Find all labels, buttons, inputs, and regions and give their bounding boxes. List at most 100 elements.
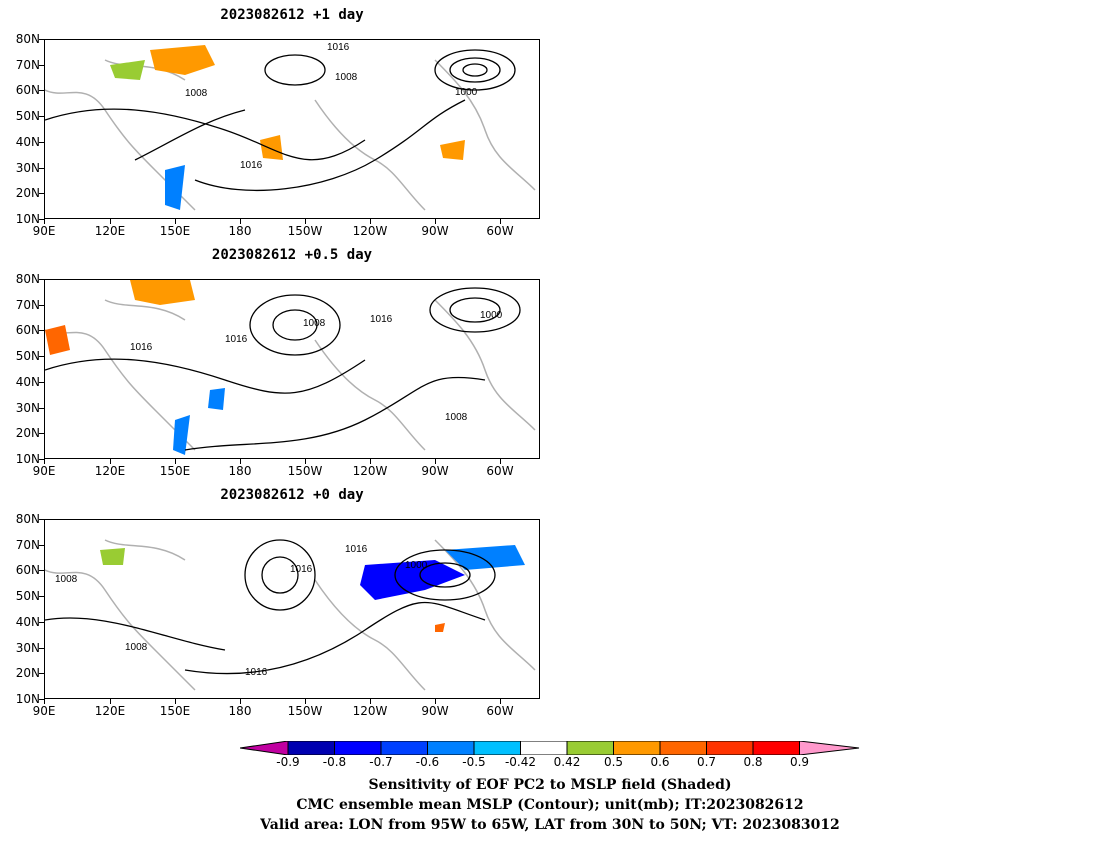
lat-tick — [39, 544, 44, 546]
lat-label: 60N — [15, 563, 40, 578]
shaded-sensitivity — [100, 545, 525, 632]
lon-tick — [110, 219, 111, 224]
lon-label: 60W — [486, 464, 514, 478]
lat-tick — [39, 90, 44, 92]
colorbar-label: 0.9 — [789, 755, 810, 769]
lat-label: 80N — [15, 512, 40, 526]
lon-label: 90W — [421, 464, 449, 478]
lon-tick — [500, 219, 501, 224]
lon-tick — [44, 219, 45, 224]
contour-label: 1016 — [130, 342, 153, 353]
lon-tick — [435, 219, 436, 224]
lon-tick — [435, 699, 436, 704]
lon-label: 150E — [159, 464, 191, 478]
caption-line-1: Sensitivity of EOF PC2 to MSLP field (Sh… — [368, 777, 732, 793]
lat-tick — [39, 596, 44, 598]
lon-tick — [370, 459, 371, 464]
colorbar-label: 0.7 — [696, 755, 717, 769]
lat-tick — [39, 64, 44, 66]
contour-label: 1000 — [455, 87, 478, 98]
lat-tick — [39, 519, 44, 520]
lat-label: 30N — [15, 400, 40, 415]
panel-2-title: 2023082612 +0.5 day — [211, 247, 373, 263]
colorbar-label: -0.7 — [369, 755, 393, 769]
lat-tick — [39, 699, 44, 700]
contour-labels: 1016 1016 1000 1008 1008 1016 — [55, 544, 428, 678]
contour-label: 1016 — [370, 314, 393, 325]
shaded-sensitivity — [45, 280, 225, 455]
lat-tick — [39, 304, 44, 306]
lat-tick — [39, 116, 44, 118]
lon-label: 120W — [352, 224, 388, 238]
contour-label: 1008 — [185, 88, 208, 99]
lat-label: 20N — [15, 666, 40, 681]
colorbar-cell — [473, 741, 521, 755]
lon-label: 120W — [352, 704, 388, 718]
colorbar-cell — [240, 741, 289, 755]
colorbar-label: 0.42 — [553, 755, 581, 769]
colorbar-cell — [427, 741, 475, 755]
lon-label: 120E — [94, 704, 126, 718]
lon-tick — [240, 459, 241, 464]
lat-label: 50N — [15, 349, 40, 364]
lon-label: 60W — [486, 704, 514, 718]
contour-label: 1016 — [327, 42, 350, 53]
lat-label: 10N — [15, 452, 40, 466]
colorbar-label: -0.42 — [504, 755, 537, 769]
lon-label: 150W — [287, 704, 323, 718]
mslp-contours — [45, 49, 516, 192]
lat-label: 30N — [15, 640, 40, 655]
lon-tick — [175, 219, 176, 224]
lat-label: 50N — [15, 109, 40, 124]
lat-label: 50N — [15, 589, 40, 604]
lat-tick — [39, 279, 44, 280]
contour-labels: 1008 1016 1000 1016 1016 1008 — [130, 310, 503, 423]
lat-label: 10N — [15, 692, 40, 706]
colorbar-label: -0.9 — [276, 755, 300, 769]
contour-label: 1016 — [240, 160, 263, 171]
contour-label: 1008 — [445, 412, 468, 423]
colorbar-cell — [799, 741, 860, 755]
colorbar-cell — [613, 741, 661, 755]
panel-2-map-svg: 1008 1016 1000 1016 1016 1008 — [45, 280, 536, 455]
panel-2-map: 1008 1016 1000 1016 1016 1008 — [44, 279, 540, 459]
lon-label: 120W — [352, 464, 388, 478]
lon-tick — [305, 459, 306, 464]
lat-label: 30N — [15, 160, 40, 175]
lon-label: 180 — [228, 464, 252, 478]
lon-tick — [435, 459, 436, 464]
contour-label: 1016 — [225, 334, 248, 345]
lon-label: 150W — [287, 224, 323, 238]
lon-label: 150W — [287, 464, 323, 478]
lat-label: 60N — [15, 323, 40, 338]
lon-tick — [500, 699, 501, 704]
lon-label: 150E — [159, 224, 191, 238]
panel-3-title: 2023082612 +0 day — [220, 487, 364, 503]
lat-tick — [39, 459, 44, 460]
panel-1-map: 1016 1008 1008 1000 1016 — [44, 39, 540, 219]
colorbar-label: 0.5 — [603, 755, 624, 769]
lat-label: 20N — [15, 426, 40, 441]
panel-3-map-svg: 1016 1016 1000 1008 1008 1016 — [45, 539, 536, 691]
mslp-contours — [45, 539, 496, 675]
lon-label: 90E — [32, 224, 56, 238]
coastline — [45, 299, 536, 451]
lon-tick — [370, 219, 371, 224]
lat-tick — [39, 167, 44, 169]
caption-line-3: Valid area: LON from 95W to 65W, LAT fro… — [260, 817, 840, 833]
lon-tick — [370, 699, 371, 704]
colorbar-label: -0.8 — [322, 755, 347, 769]
panel-1-map-svg: 1016 1008 1008 1000 1016 — [45, 42, 536, 211]
caption-line-2: CMC ensemble mean MSLP (Contour); unit(m… — [296, 797, 804, 813]
lat-tick — [39, 407, 44, 409]
contour-label: 1016 — [290, 564, 313, 575]
lon-tick — [305, 219, 306, 224]
colorbar-cell — [287, 741, 335, 755]
lon-tick — [240, 219, 241, 224]
lon-label: 60W — [486, 224, 514, 238]
colorbar-cell — [566, 741, 614, 755]
lon-tick — [44, 699, 45, 704]
colorbar-cell — [334, 741, 382, 755]
lat-tick — [39, 330, 44, 332]
lat-tick — [39, 570, 44, 572]
